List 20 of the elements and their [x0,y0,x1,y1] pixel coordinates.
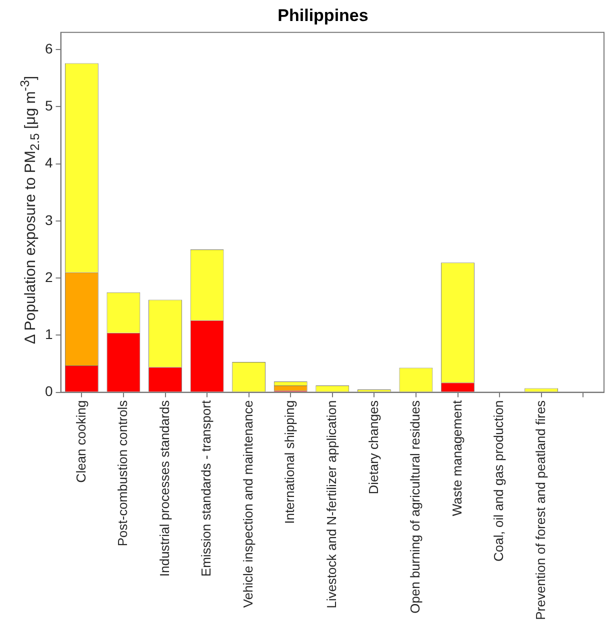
x-tick-label: Emission standards - transport [198,400,214,577]
y-tick-label: 4 [44,154,53,171]
x-tick-label: International shipping [282,400,298,524]
y-tick-label: 1 [44,326,53,342]
x-tick-label: Industrial processes standards [156,400,172,577]
y-tick-label: 5 [44,98,53,114]
y-tick-label: 3 [44,212,53,228]
x-tick-label: Dietary changes [366,400,381,494]
x-tick-label: Coal, oil and gas production [491,400,506,562]
y-tick-label: 6 [44,40,53,56]
x-tick-label: Waste management [449,400,464,516]
y-tick-label: 2 [44,268,53,285]
x-tick-label: Prevention of forest and peatland fires [532,400,548,620]
x-tick-label: Vehicle inspection and maintenance [240,400,256,608]
y-tick-label: 0 [44,383,53,400]
x-tick-label: Livestock and N-fertilizer application [324,400,339,608]
x-tick-label: Open burning of agricultural residues [408,400,423,614]
x-tick-label: Post-combustion controls [115,400,130,546]
x-tick-label: Clean cooking [73,400,88,483]
chart-title: Philippines [278,6,368,25]
